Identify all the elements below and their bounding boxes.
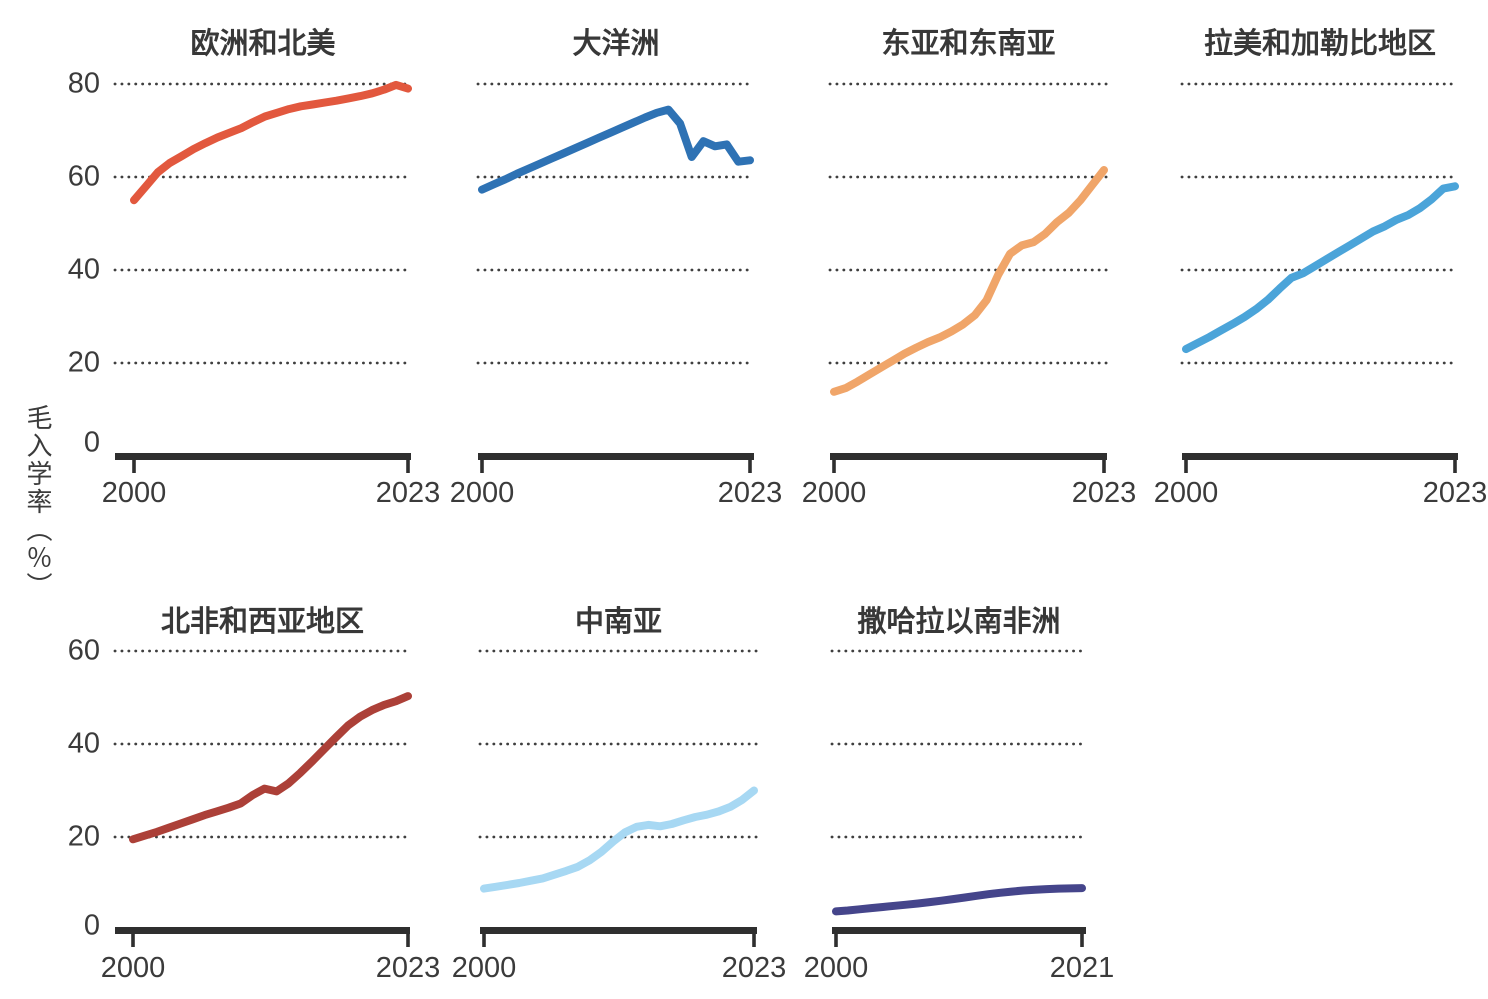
x-axis-tick-label-start: 2000	[801, 477, 867, 509]
data-line	[130, 80, 412, 205]
data-line	[129, 692, 412, 844]
y-axis-title: 毛入学率（％）	[23, 404, 53, 600]
chart-title: 东亚和东南亚	[881, 28, 1056, 60]
x-axis-tick-label-start: 2000	[451, 952, 517, 984]
y-axis-tick-label: 0	[83, 909, 100, 942]
x-axis-tick-label-end: 2023	[375, 952, 441, 984]
data-line	[830, 166, 1108, 396]
y-axis-tick-label: 0	[83, 426, 100, 459]
x-axis-tick-label-start: 2000	[101, 477, 167, 509]
x-axis-tick-label-end: 2023	[717, 477, 783, 509]
y-axis-tick-label: 20	[67, 346, 100, 379]
x-axis-tick-label-start: 2000	[1153, 477, 1219, 509]
chart-title: 欧洲和北美	[190, 28, 336, 60]
chart-title: 中南亚	[574, 606, 663, 638]
x-axis-tick-label-start: 2000	[449, 477, 515, 509]
y-axis-tick-label: 40	[67, 727, 100, 760]
chart-title: 北非和西亚地区	[160, 606, 365, 638]
y-axis-tick-label: 40	[67, 253, 100, 286]
y-axis-tick-label: 60	[67, 634, 100, 667]
data-line	[478, 105, 754, 194]
y-axis-tick-label: 20	[67, 820, 100, 853]
x-axis-tick-label-end: 2023	[375, 477, 441, 509]
chart-title: 大洋洲	[572, 28, 660, 60]
x-axis-tick-label-end: 2023	[1071, 477, 1137, 509]
data-line	[832, 884, 1086, 916]
y-axis-tick-label: 80	[67, 67, 100, 100]
x-axis-tick-label-start: 2000	[100, 952, 166, 984]
y-axis-tick-label: 60	[67, 160, 100, 193]
x-axis-tick-label-end: 2023	[721, 952, 787, 984]
x-axis-tick-label-start: 2000	[803, 952, 869, 984]
x-axis-tick-label-end: 2023	[1422, 477, 1488, 509]
chart-title: 撒哈拉以南非洲	[857, 606, 1061, 638]
data-line	[1182, 182, 1459, 354]
x-axis-tick-label-end: 2021	[1049, 952, 1115, 984]
data-line	[480, 786, 758, 893]
chart-title: 拉美和加勒比地区	[1203, 28, 1437, 60]
